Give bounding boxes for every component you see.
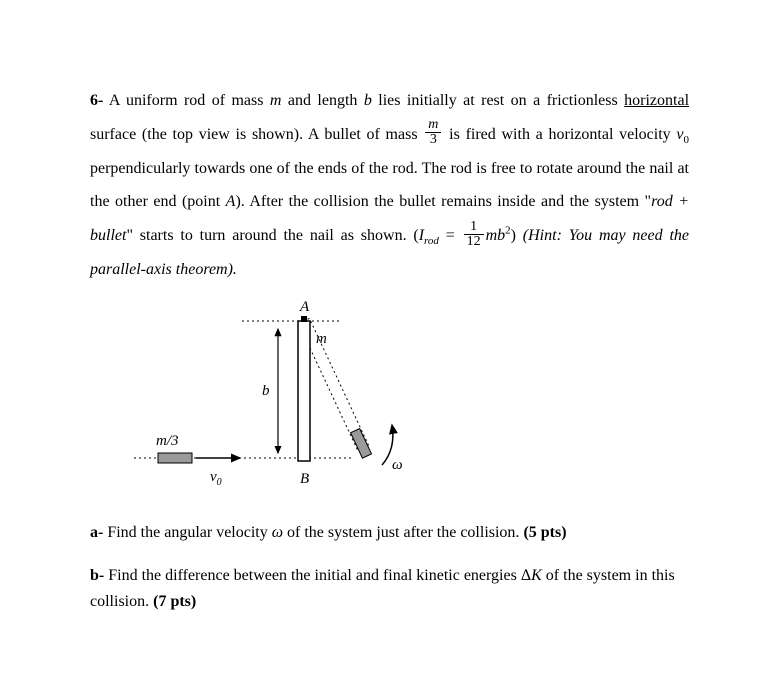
pb-pts: (7 pts) <box>153 593 196 610</box>
frac-m3-num: m <box>428 117 438 132</box>
var-m: m <box>270 92 282 109</box>
svg-text:ω: ω <box>392 457 403 473</box>
word-horizontal: horizontal <box>624 92 689 109</box>
svg-text:b: b <box>262 383 270 399</box>
problem-number: 6- <box>90 92 103 109</box>
figure: A Bb m m/3 v0 ω <box>130 293 689 506</box>
t3: lies initially at rest on a frictionless <box>372 92 624 109</box>
t4: surface (the top view is shown). A bulle… <box>90 126 423 143</box>
svg-text:A: A <box>299 299 310 315</box>
frac-112-num: 1 <box>464 220 484 235</box>
svg-text:m/3: m/3 <box>156 433 179 449</box>
pa1: Find the angular velocity <box>103 524 271 541</box>
part-b-label: b- <box>90 567 104 584</box>
svg-text:B: B <box>300 471 309 487</box>
eq: = <box>439 227 462 244</box>
t1: A uniform rod of mass <box>103 92 270 109</box>
part-a: a- Find the angular velocity ω of the sy… <box>90 516 689 550</box>
t2: and length <box>281 92 363 109</box>
rod-sub: rod <box>424 235 439 247</box>
t8: " starts to turn around the nail as show… <box>126 227 418 244</box>
part-a-label: a- <box>90 524 103 541</box>
svg-text:m: m <box>316 331 327 347</box>
v0-0: 0 <box>684 134 690 146</box>
frac-m-over-3: m3 <box>425 118 441 147</box>
frac-m3-den: 3 <box>425 133 441 147</box>
part-b: b- Find the difference between the initi… <box>90 563 689 614</box>
point-A: A <box>226 193 236 210</box>
figure-svg: A Bb m m/3 v0 ω <box>130 293 420 493</box>
frac-1-12: 112 <box>464 220 484 249</box>
mb: mb <box>486 227 506 244</box>
problem-statement: 6- A uniform rod of mass m and length b … <box>90 84 689 287</box>
pa-omega: ω <box>272 524 283 541</box>
pb1: Find the difference between the initial … <box>104 567 521 584</box>
pa-pts: (5 pts) <box>523 524 566 541</box>
t5: is fired with a horizontal velocity <box>443 126 676 143</box>
t9: ) <box>511 227 523 244</box>
t7: ). After the collision the bullet remain… <box>235 193 651 210</box>
dK: ΔK <box>521 567 542 584</box>
var-b: b <box>364 92 372 109</box>
v0-v: v <box>676 126 683 143</box>
svg-text:v0: v0 <box>210 469 222 488</box>
frac-112-den: 12 <box>464 235 484 249</box>
pa2: of the system just after the collision. <box>283 524 523 541</box>
